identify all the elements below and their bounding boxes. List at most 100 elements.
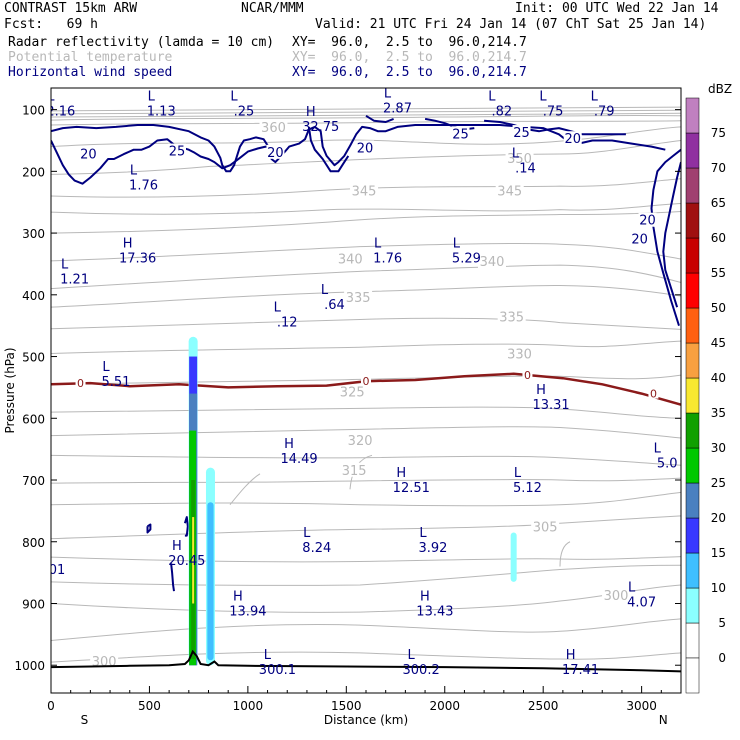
extremum-letter: L	[148, 90, 156, 105]
wind-contour-label: 20	[631, 232, 648, 247]
colorbar-cell	[685, 657, 700, 694]
extremum-letter: L	[488, 90, 496, 105]
theta-label-bg	[350, 183, 379, 198]
colorbar-cell	[685, 517, 700, 554]
extremum-value: 300.1	[259, 663, 296, 678]
colorbar-level-label: 75	[711, 126, 726, 140]
extremum-value: 32.75	[302, 120, 339, 135]
colorbar-level-label: 20	[711, 511, 726, 525]
colorbar-level-label: 25	[711, 476, 726, 490]
colorbar-cell	[685, 482, 700, 519]
extremum-value: .14	[515, 161, 536, 176]
theta-label-bg	[336, 251, 365, 266]
wind-contour-label: 20	[80, 148, 97, 163]
field-2-name: Potential temperature	[8, 50, 173, 65]
colorbar-cell	[685, 132, 700, 169]
theta-contour-line	[51, 284, 681, 308]
theta-label-bg	[344, 289, 373, 304]
x-axis-label: Distance (km)	[324, 713, 408, 727]
theta-contour-line	[51, 515, 681, 540]
theta-contour-line	[51, 426, 681, 439]
wind-contour-line	[365, 114, 394, 123]
theta-contour-line	[51, 618, 681, 642]
extremum-value: .12	[277, 316, 298, 331]
extremum-letter: L	[130, 164, 138, 179]
theta-contour-label: 330	[507, 348, 532, 363]
theta-contour-line	[229, 473, 261, 506]
terrain-line	[51, 649, 681, 673]
colorbar-cell	[685, 622, 700, 659]
colorbar-cell	[685, 552, 700, 589]
colorbar-level-label: 60	[711, 231, 726, 245]
extremum-value: 3.92	[418, 541, 447, 556]
colorbar-cell	[685, 412, 700, 449]
theta-contour-line	[51, 651, 681, 663]
theta-contour-line	[51, 178, 681, 198]
theta-contour-line	[51, 114, 681, 121]
colorbar-level-label: 30	[711, 441, 726, 455]
extremum-letter: L	[264, 648, 272, 663]
extremum-letter: L	[419, 526, 427, 541]
theta-contour-label: 300	[92, 655, 117, 670]
theta-contour-line	[559, 541, 571, 567]
theta-contour-line	[51, 210, 681, 234]
theta-contour-line	[51, 126, 681, 148]
extremum-value: .25	[234, 105, 255, 120]
y-tick-label: 400	[22, 289, 45, 303]
wind-contour-line	[146, 523, 152, 534]
field-1-xy: XY= 96.0, 2.5 to 96.0,214.7	[292, 35, 527, 50]
extremum-value: 1.13	[147, 105, 176, 120]
y-tick-label: 100	[22, 104, 45, 118]
field-2-xy: XY= 96.0, 2.5 to 96.0,214.7	[292, 50, 527, 65]
colorbar-level-label: 10	[711, 581, 726, 595]
theta-label-bg	[505, 346, 534, 361]
theta-label-bg	[338, 384, 367, 399]
extremum-letter: L	[102, 360, 110, 375]
extremum-value: 13.43	[416, 605, 453, 620]
theta-contour-line	[51, 139, 681, 175]
reflectivity-cell	[510, 532, 517, 582]
wind-contour-label: 25	[513, 126, 530, 141]
wind-label-bg	[168, 143, 186, 158]
x-end-label-south: S	[81, 713, 89, 727]
wind-contour-line	[183, 516, 189, 537]
theta-contour-label: 345	[352, 185, 377, 200]
forecast-hour: Fcst: 69 h	[4, 17, 98, 32]
theta-label-bg	[478, 254, 506, 269]
y-tick-label: 700	[22, 474, 45, 488]
theta-label-bg	[346, 433, 375, 448]
wind-label-bg	[451, 126, 470, 141]
extremum-letter: L	[47, 90, 55, 105]
theta-contour-line	[51, 374, 681, 385]
theta-label-bg	[340, 462, 369, 477]
extremum-letter: L	[230, 90, 238, 105]
extremum-letter: L	[374, 236, 382, 251]
wind-contour-label: 20	[267, 146, 284, 161]
colorbar-level-label: 65	[711, 196, 726, 210]
theta-contour-label: 360	[261, 121, 286, 136]
y-tick-label: 600	[22, 412, 45, 426]
theta-contour-line	[51, 340, 681, 354]
theta-contour-line	[51, 584, 681, 613]
extremum-letter: H	[123, 236, 133, 251]
extremum-value: .64	[324, 298, 345, 313]
freezing-level-label: 0	[77, 377, 84, 390]
x-end-label-north: N	[659, 713, 668, 727]
theta-contour-line	[51, 264, 681, 290]
theta-contour-line	[51, 556, 681, 563]
wind-contour-line	[662, 161, 681, 308]
theta-contour-line	[51, 564, 681, 586]
theta-contour-label: 340	[338, 253, 363, 268]
colorbar-cell	[685, 447, 700, 484]
freezing-level-label: 0	[650, 388, 657, 401]
extremum-value: 17.36	[119, 251, 156, 266]
extremum-letter: L	[539, 90, 547, 105]
theta-label-bg	[531, 519, 560, 534]
theta-contour-label: 350	[507, 152, 532, 167]
extremum-value: 20.45	[168, 554, 205, 569]
x-tick-label: 2000	[429, 699, 460, 713]
theta-label-bg	[505, 150, 534, 165]
theta-contour-line	[51, 106, 681, 112]
wind-contour-label: 25	[452, 127, 469, 142]
